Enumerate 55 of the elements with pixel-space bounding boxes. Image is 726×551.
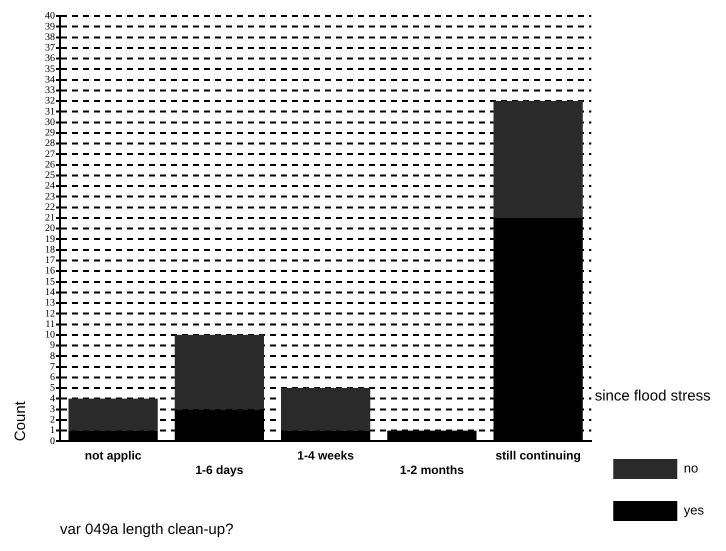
y-tick-label: 16 xyxy=(45,266,55,277)
x-tick-label: still continuing xyxy=(495,448,581,463)
y-tick-label: 19 xyxy=(45,234,55,245)
y-tick-label: 36 xyxy=(45,53,55,64)
y-tick-label: 38 xyxy=(45,32,55,43)
legend-title: since flood stress xyxy=(594,388,711,405)
x-tick-label: 1-6 days xyxy=(195,463,244,478)
y-tick-label: 1 xyxy=(50,425,55,436)
bar xyxy=(68,398,158,431)
x-tick-label: not applic xyxy=(84,448,142,463)
y-axis-title: Count xyxy=(12,400,30,442)
y-tick-label: 21 xyxy=(45,212,55,224)
y-tick-label: 15 xyxy=(45,276,55,288)
x-tick-label: 1-4 weeks xyxy=(297,448,354,463)
y-tick-label: 22 xyxy=(45,202,55,213)
y-tick-label: 35 xyxy=(45,64,55,75)
y-tick-label: 0 xyxy=(50,436,55,447)
y-tick-label: 25 xyxy=(45,170,55,182)
y-tick-label: 18 xyxy=(45,244,55,256)
y-tick-label: 8 xyxy=(50,350,55,362)
y-tick-label: 34 xyxy=(45,74,55,86)
y-tick-label: 23 xyxy=(45,191,55,202)
y-tick-label: 13 xyxy=(45,298,55,309)
y-tick-label: 32 xyxy=(45,96,55,107)
y-tick-label: 5 xyxy=(50,382,55,394)
y-tick-label: 6 xyxy=(50,372,55,384)
legend-label: yes xyxy=(684,502,704,518)
y-tick-label: 39 xyxy=(45,21,55,32)
y-tick-label: 7 xyxy=(50,361,55,372)
x-tick-label: 1-2 months xyxy=(400,463,464,478)
y-tick-label: 20 xyxy=(45,223,55,234)
x-axis-title: var 049a length clean-up? xyxy=(60,521,234,538)
y-tick-label: 27 xyxy=(45,148,55,160)
y-tick-label: 31 xyxy=(45,106,55,118)
y-tick-label: 11 xyxy=(45,318,55,330)
y-tick-label: 14 xyxy=(45,287,55,298)
y-tick-label: 12 xyxy=(45,308,55,320)
y-tick-label: 4 xyxy=(50,393,55,404)
y-tick-label: 40 xyxy=(45,10,55,22)
y-tick-label: 37 xyxy=(45,42,55,54)
y-tick-label: 28 xyxy=(45,138,55,150)
y-tick-label: 29 xyxy=(45,128,55,139)
bar xyxy=(281,388,370,431)
y-tick-label: 26 xyxy=(45,159,55,170)
y-tick-label: 24 xyxy=(45,180,55,192)
y-tick-label: 10 xyxy=(45,330,55,341)
y-tick-label: 3 xyxy=(50,404,55,415)
y-tick-label: 17 xyxy=(45,255,55,266)
y-tick-label: 30 xyxy=(45,116,55,128)
legend-label: no xyxy=(684,460,698,476)
y-tick-label: 2 xyxy=(50,414,55,426)
bar xyxy=(494,101,583,218)
y-tick-label: 33 xyxy=(45,85,55,96)
y-tick-label: 9 xyxy=(50,340,55,352)
bar xyxy=(174,334,264,410)
